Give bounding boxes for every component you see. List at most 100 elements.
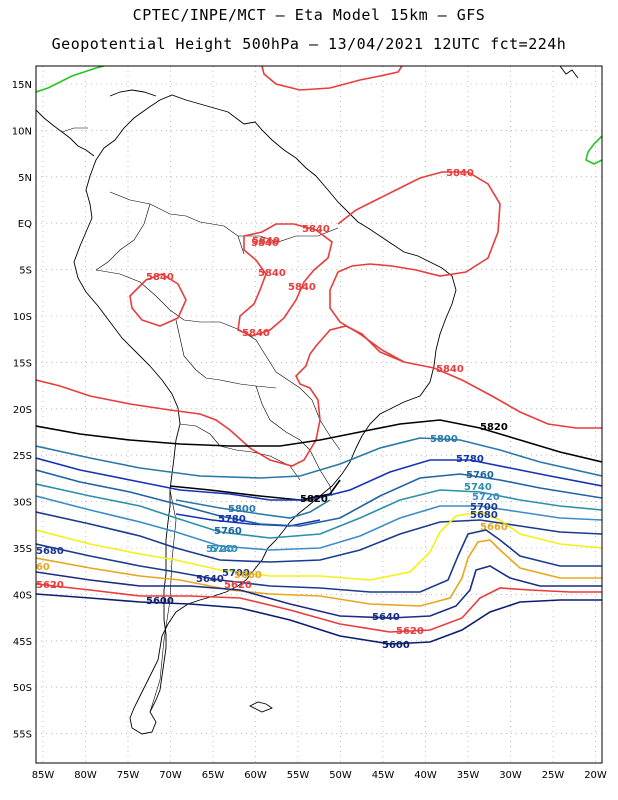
contour-label: 5760 [214, 526, 242, 537]
contour-5840 [36, 325, 602, 467]
contour-5840 [237, 223, 333, 337]
contour-5660 [36, 539, 602, 607]
contour-5600 [36, 593, 602, 645]
contour-5800 [175, 499, 331, 519]
caribbean-coastline [109, 89, 157, 97]
lon-tick-label: 20W [584, 770, 607, 781]
contour-label: 5700 [470, 502, 498, 513]
lat-tick-label: 5S [19, 266, 32, 277]
contour-label: 5840 [251, 238, 279, 249]
central-america-coastline [36, 109, 95, 157]
country-borders [61, 127, 341, 713]
contour-label: 5780 [456, 454, 484, 465]
lon-tick-label: 45W [372, 770, 395, 781]
contour-5740 [36, 483, 602, 539]
contour-5860 [585, 135, 602, 165]
lat-tick-label: 10N [12, 126, 32, 137]
contour-label: 5820 [480, 422, 508, 433]
contour-label: 5720 [472, 492, 500, 503]
contour-label: 5740 [210, 544, 238, 555]
lat-tick-label: 25S [13, 451, 32, 462]
map-frame [35, 65, 603, 764]
contour-5720 [36, 495, 602, 551]
contour-label: 5640 [372, 612, 400, 623]
lat-tick-label: 35S [13, 544, 32, 555]
contour-label: 5840 [252, 236, 280, 247]
lon-tick-label: 80W [74, 770, 97, 781]
island-coastline [559, 66, 579, 79]
contour-5860 [36, 66, 105, 93]
lon-tick-label: 50W [329, 770, 352, 781]
contour-label: 5620 [396, 626, 424, 637]
contour-label: 5660 [480, 522, 508, 533]
contour-label: 5720 [206, 544, 234, 555]
contour-label: 5840 [436, 364, 464, 375]
lon-tick-label: 30W [499, 770, 522, 781]
contour-5840 [129, 273, 187, 327]
contour-label: 5620 [36, 580, 64, 591]
contour-label: 5660 [22, 562, 50, 573]
lon-tick-label: 70W [159, 770, 182, 781]
south-america-coastline [73, 94, 457, 735]
contour-label: 5840 [446, 168, 474, 179]
lat-tick-label: 15N [12, 80, 32, 91]
lat-tick-label: 55S [13, 730, 32, 741]
contour-label: 5840 [242, 328, 270, 339]
contour-label: 5840 [288, 282, 316, 293]
contour-5760 [36, 469, 602, 527]
lat-lon-grid [36, 66, 602, 763]
contour-label: 5680 [36, 546, 64, 557]
contour-5680 [36, 529, 602, 593]
contour-5780 [175, 513, 321, 527]
title-line-1: CPTEC/INPE/MCT – Eta Model 15km – GFS [132, 6, 486, 24]
lat-tick-label: 10S [13, 312, 32, 323]
contour-label: 5680 [470, 510, 498, 521]
lat-tick-label: 50S [13, 683, 32, 694]
lat-tick-label: 40S [13, 590, 32, 601]
lon-tick-label: 75W [117, 770, 140, 781]
lon-tick-label: 40W [414, 770, 437, 781]
lon-tick-label: 35W [457, 770, 480, 781]
contour-label: 5600 [382, 640, 410, 651]
contour-label: 5800 [228, 504, 256, 515]
contour-label: 5820 [300, 494, 328, 505]
contour-label: 5640 [196, 574, 224, 585]
contour-5840 [329, 171, 501, 363]
lon-tick-label: 25W [542, 770, 565, 781]
lat-tick-label: 45S [13, 637, 32, 648]
contour-label: 5760 [466, 470, 494, 481]
contour-labels: 5840584058405840584058405840584058405820… [22, 168, 508, 651]
contour-label: 5740 [464, 482, 492, 493]
lon-tick-label: 55W [287, 770, 310, 781]
contour-label: 5700 [222, 568, 250, 579]
lat-tick-label: 5N [18, 173, 32, 184]
lat-tick-label: 20S [13, 405, 32, 416]
contour-label: 5780 [218, 514, 246, 525]
lat-tick-label: EQ [18, 219, 32, 230]
lat-tick-label: 15S [13, 358, 32, 369]
contour-label: 5800 [430, 434, 458, 445]
contour-label: 5620 [224, 580, 252, 591]
height-contours [36, 66, 602, 645]
contour-label: 5840 [302, 224, 330, 235]
contour-5840 [261, 66, 403, 91]
lon-tick-label: 65W [202, 770, 225, 781]
falklands-coastline [248, 701, 273, 713]
contour-label: 5840 [258, 268, 286, 279]
contour-5700 [36, 511, 602, 563]
lon-tick-label: 85W [32, 770, 55, 781]
lat-tick-label: 30S [13, 498, 32, 509]
contour-5820 [36, 419, 602, 463]
contour-label: 5600 [146, 596, 174, 607]
contour-5640 [36, 565, 602, 619]
title-line-2: Geopotential Height 500hPa – 13/04/2021 … [51, 35, 567, 53]
contour-label: 5840 [146, 272, 174, 283]
axis-tick-labels: 85W 80W 75W 70W 65W 60W 55W 50W 45W 40W 35W 30W 25W 2… [12, 80, 607, 781]
contour-label: 5660 [234, 570, 262, 581]
lon-tick-label: 60W [244, 770, 267, 781]
contour-5800 [36, 437, 602, 479]
contour-5680 [36, 511, 602, 581]
coastline [36, 66, 579, 735]
contour-5620 [36, 583, 602, 633]
